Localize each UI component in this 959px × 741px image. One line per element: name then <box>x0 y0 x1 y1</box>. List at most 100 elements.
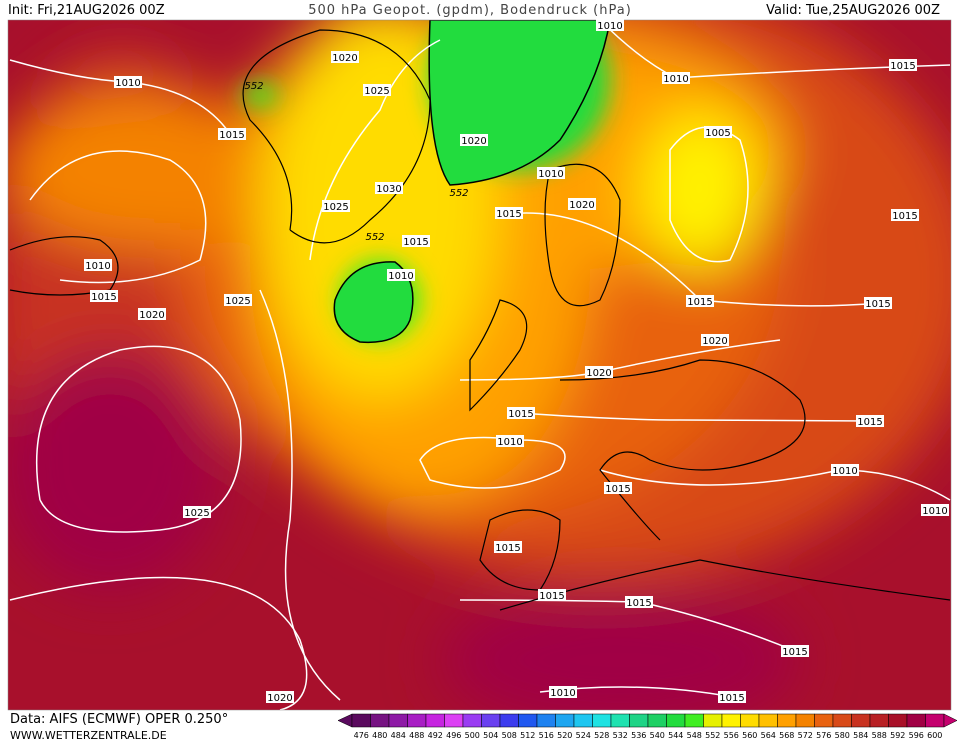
colorbar-label: 592 <box>890 731 905 740</box>
colorbar-swatch <box>758 713 778 728</box>
colorbar-swatch <box>573 713 593 728</box>
colorbar-label: 516 <box>539 731 554 740</box>
isobar-label: 1010 <box>597 21 622 32</box>
label-box <box>266 691 294 703</box>
isobar-label: 1020 <box>139 310 164 321</box>
colorbar-label: 564 <box>761 731 776 740</box>
isobar-label: 1015 <box>496 209 521 220</box>
isobar-label: 1020 <box>586 368 611 379</box>
label-box <box>375 182 403 194</box>
isobar-label: 1010 <box>115 78 140 89</box>
isobar-label: 1015 <box>626 598 651 609</box>
label-box <box>183 506 211 518</box>
colorbar-swatch <box>444 713 464 728</box>
colorbar-swatch <box>795 713 815 728</box>
colorbar-swatch <box>610 713 630 728</box>
isobar-label: 1010 <box>663 74 688 85</box>
isobar-label: 1020 <box>267 693 292 704</box>
colorbar-swatch <box>888 713 908 728</box>
colorbar: 476 480 484 488 492 496 500 504 508 512 516 520 524 5… <box>337 713 958 740</box>
colorbar-label: 504 <box>483 731 498 740</box>
isobar-label: 1030 <box>376 184 401 195</box>
isobar-label: 1025 <box>225 296 250 307</box>
label-box <box>718 691 746 703</box>
isobar-label: 1010 <box>538 169 563 180</box>
colorbar-label: 556 <box>724 731 739 740</box>
colorbar-label: 512 <box>520 731 535 740</box>
isobar-label: 1015 <box>403 237 428 248</box>
label-box <box>138 308 166 320</box>
isobar-label: 1020 <box>702 336 727 347</box>
isobar-label: 1020 <box>569 200 594 211</box>
colorbar-arrow-high <box>943 713 958 728</box>
isobar-label: 1015 <box>687 297 712 308</box>
colorbar-label: 572 <box>798 731 813 740</box>
isobar-label: 1015 <box>219 130 244 141</box>
colorbar-swatch <box>351 713 371 728</box>
colorbar-label: 600 <box>927 731 942 740</box>
colorbar-swatch <box>777 713 797 728</box>
isobar-label: 1015 <box>865 299 890 310</box>
map-title: 500 hPa Geopot. (gpdm), Bodendruck (hPa) <box>308 3 632 18</box>
isobar-label: 1015 <box>892 211 917 222</box>
isobar-label: 1015 <box>890 61 915 72</box>
colorbar-label: 596 <box>909 731 924 740</box>
label-box <box>224 294 252 306</box>
label-box <box>84 259 112 271</box>
isobar-label: 1015 <box>605 484 630 495</box>
colorbar-label: 480 <box>372 731 387 740</box>
colorbar-swatch <box>629 713 649 728</box>
colorbar-swatch <box>832 713 852 728</box>
colorbar-label: 520 <box>557 731 572 740</box>
site: WWW.WETTERZENTRALE.DE <box>10 729 167 741</box>
colorbar-swatch <box>925 713 945 728</box>
isobar-label: 1020 <box>461 136 486 147</box>
height-label: 552 <box>244 81 263 92</box>
map-frame <box>7 19 952 711</box>
colorbar-swatch <box>370 713 390 728</box>
isobar-label: 1005 <box>705 128 730 139</box>
label-box <box>585 366 613 378</box>
colorbar-swatch <box>499 713 519 728</box>
label-box <box>538 589 566 601</box>
colorbar-arrow-low <box>337 713 353 728</box>
label-box <box>625 596 653 608</box>
colorbar-swatch <box>814 713 834 728</box>
isobar-label: 1025 <box>323 202 348 213</box>
colorbar-label: 576 <box>816 731 831 740</box>
colorbar-swatch <box>684 713 704 728</box>
label-box <box>494 541 522 553</box>
isobar-label: 1010 <box>497 437 522 448</box>
colorbar-swatch <box>555 713 575 728</box>
label-box <box>218 128 246 140</box>
isobar-labels: 1010 1020 1010 552 1025 1010 1015 1015 1005 1020 1… <box>84 19 949 704</box>
colorbar-label: 500 <box>465 731 480 740</box>
label-box <box>701 334 729 346</box>
isobar-label: 1020 <box>332 53 357 64</box>
label-box <box>596 19 624 31</box>
colorbar-swatch <box>425 713 445 728</box>
colorbar-label: 488 <box>409 731 424 740</box>
label-box <box>114 76 142 88</box>
label-box <box>460 134 488 146</box>
label-box <box>496 435 524 447</box>
label-box <box>831 464 859 476</box>
colorbar-label: 508 <box>502 731 517 740</box>
colorbar-label: 552 <box>705 731 720 740</box>
colorbar-label: 548 <box>687 731 702 740</box>
colorbar-label: 580 <box>835 731 850 740</box>
label-box <box>549 686 577 698</box>
isobar-label: 1010 <box>922 506 947 517</box>
label-box <box>537 167 565 179</box>
isobar-label: 1025 <box>364 86 389 97</box>
isobar-label: 1015 <box>495 543 520 554</box>
colorbar-swatch <box>592 713 612 728</box>
label-box <box>363 84 391 96</box>
isobar-label: 1015 <box>857 417 882 428</box>
label-box <box>331 51 359 63</box>
colorbar-label: 524 <box>576 731 591 740</box>
data-source: Data: AIFS (ECMWF) OPER 0.250° <box>10 712 228 727</box>
colorbar-swatch <box>703 713 723 728</box>
label-box <box>864 297 892 309</box>
